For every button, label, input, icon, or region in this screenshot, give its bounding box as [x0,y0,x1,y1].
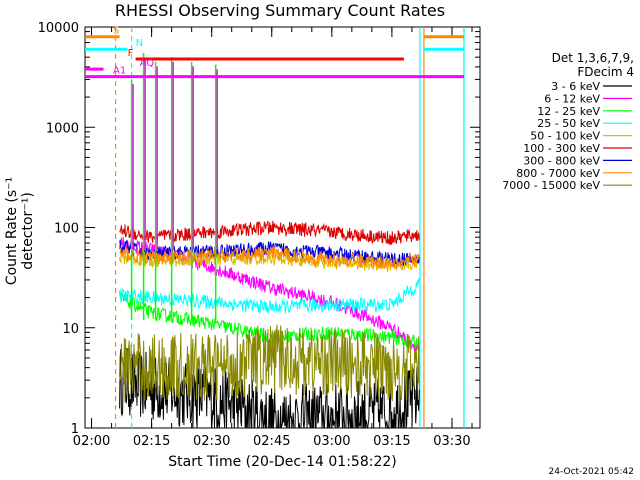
legend-entry-label: 6 - 12 keV [544,92,600,105]
y-tick-label: 100 [54,222,79,237]
series-line-800-7000-keV [119,245,420,270]
series-line-100-300-keV [119,220,420,245]
legend-header-line-1: Det 1,3,6,7,9, [551,51,634,65]
x-tick-label: 02:00 [73,434,110,449]
x-tick-label: 02:15 [133,434,170,449]
legend-entry-label: 50 - 100 keV [530,130,600,143]
flag-label: AQ [140,58,155,69]
x-tick-label: 03:00 [313,434,350,449]
series-line-25-50-keV [119,278,420,315]
flag-label: N [136,38,143,49]
flag-label: A1 [113,66,126,77]
legend-entry-label: 7000 - 15000 keV [502,179,600,192]
flag-label: F [128,48,134,59]
legend-entry-label: 300 - 800 keV [523,154,600,167]
x-axis-label: Start Time (20-Dec-14 01:58:22) [168,454,397,470]
legend-entry-label: 3 - 6 keV [551,80,600,93]
y-tick-label: 1000 [46,121,79,136]
x-tick-label: 02:30 [193,434,230,449]
chart-title: RHESSI Observing Summary Count Rates [114,1,446,20]
legend-entry-label: 100 - 300 keV [523,142,600,155]
y-tick-label: 10 [62,322,79,337]
legend-entry-label: 25 - 50 keV [537,117,600,130]
legend-entry-label: 12 - 25 keV [537,105,600,118]
datestamp: 24-Oct-2021 05:42 [548,467,634,477]
legend-header-line-2: FDecim 4 [577,65,634,79]
x-tick-label: 03:30 [433,434,470,449]
y-tick-label: 1 [71,422,79,437]
series-line-7000-15000-keV [119,324,420,403]
legend-entry-label: 800 - 7000 keV [516,167,600,180]
x-tick-label: 03:15 [373,434,410,449]
y-axis-label: Count Rate (s⁻¹ detector⁻¹) [4,176,36,286]
x-tick-label: 02:45 [253,434,290,449]
flag-label: S [113,26,119,37]
y-tick-label: 10000 [38,21,79,36]
